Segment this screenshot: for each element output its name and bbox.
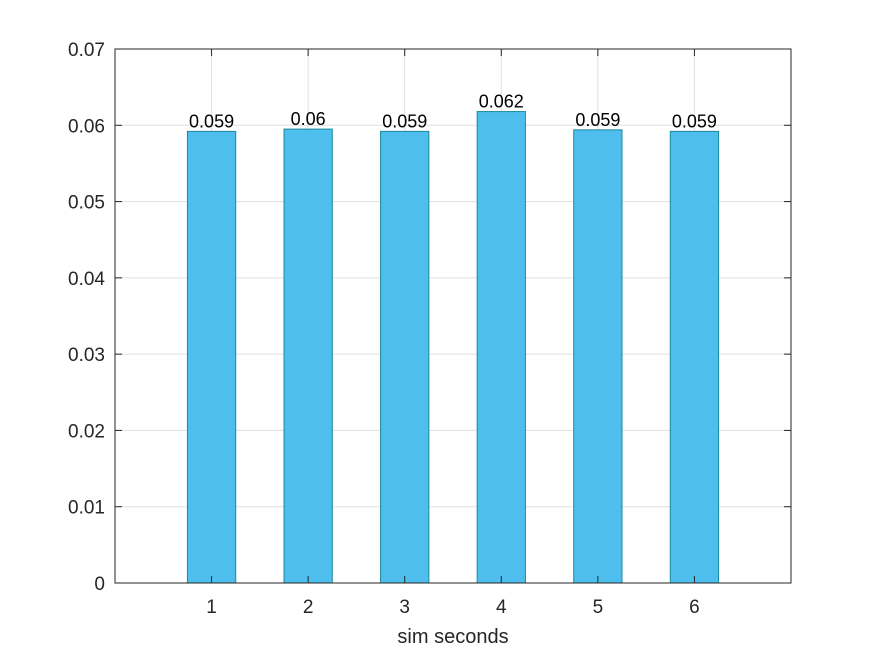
tick-labels: 0 0.01 0.02 0.03 0.04 0.05 0.06 0.07 1 2 3 4 5 6 bbox=[68, 40, 700, 618]
bar-5 bbox=[573, 129, 623, 584]
bar-6 bbox=[669, 130, 720, 584]
bar-4 bbox=[476, 111, 526, 584]
y-tick-label: 0.05 bbox=[68, 193, 105, 214]
x-tick-label: 5 bbox=[593, 597, 604, 618]
y-tick-label: 0 bbox=[94, 574, 105, 595]
x-tick-label: 6 bbox=[689, 597, 700, 618]
y-tick-label: 0.04 bbox=[68, 269, 105, 290]
data-label-2: 0.06 bbox=[291, 109, 326, 129]
y-tick-label: 0.06 bbox=[68, 116, 105, 137]
bars bbox=[186, 111, 720, 584]
data-labels: 0.059 0.06 0.059 0.062 0.059 0.059 bbox=[189, 92, 717, 132]
bar-1 bbox=[186, 130, 237, 584]
plot-area-frame bbox=[114, 48, 792, 584]
data-label-4: 0.062 bbox=[479, 92, 524, 112]
data-label-5: 0.059 bbox=[575, 110, 620, 130]
data-label-1: 0.059 bbox=[189, 111, 234, 131]
bar-3 bbox=[380, 130, 430, 584]
bar-2 bbox=[283, 128, 333, 584]
axis-ticks bbox=[115, 48, 791, 584]
data-label-6: 0.059 bbox=[672, 111, 717, 131]
x-tick-label: 1 bbox=[206, 597, 217, 618]
y-tick-label: 0.01 bbox=[68, 498, 105, 519]
x-tick-label: 4 bbox=[496, 597, 507, 618]
x-tick-label: 2 bbox=[303, 597, 314, 618]
data-label-3: 0.059 bbox=[382, 111, 427, 131]
y-tick-label: 0.02 bbox=[68, 421, 105, 442]
y-tick-label: 0.03 bbox=[68, 345, 105, 366]
x-tick-label: 3 bbox=[399, 597, 410, 618]
y-tick-label: 0.07 bbox=[68, 40, 105, 61]
x-axis-label: sim seconds bbox=[397, 626, 508, 648]
